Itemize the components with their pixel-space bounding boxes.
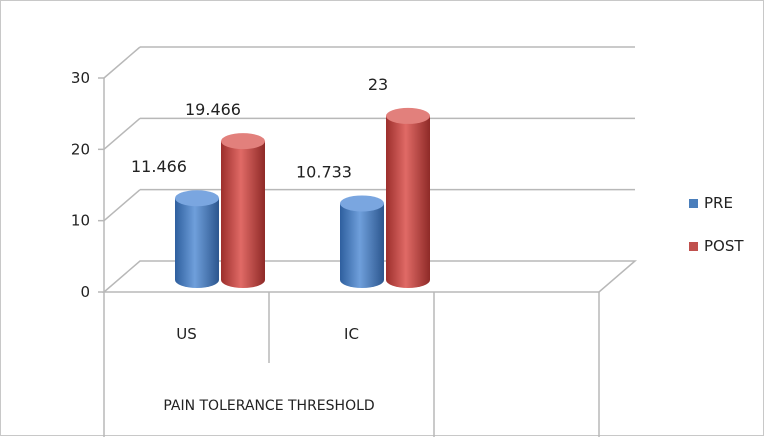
legend-label: POST: [704, 237, 744, 255]
bar: [175, 190, 219, 288]
legend-label: PRE: [704, 194, 733, 212]
category-table-layer: US IC PAIN TOLERANCE THRESHOLD: [103, 292, 600, 437]
x-category-label: US: [176, 325, 197, 343]
legend-swatch: [689, 242, 698, 251]
legend-swatch: [689, 199, 698, 208]
y-tick-label: 10: [71, 212, 90, 230]
bar-top: [175, 190, 219, 207]
data-label-layer: 11.466 19.466 10.733 23: [131, 75, 388, 182]
data-label: 10.733: [296, 162, 352, 181]
y-tick-label: 30: [71, 69, 90, 87]
bar-layer: [175, 107, 430, 288]
x-group-label: PAIN TOLERANCE THRESHOLD: [163, 398, 374, 414]
x-category-label: IC: [344, 325, 359, 343]
bar-body: [221, 141, 265, 288]
y-tick-label: 20: [71, 140, 90, 158]
bar: [386, 107, 430, 288]
data-label: 19.466: [185, 100, 241, 119]
axis-layer: 0 10 20 30: [71, 69, 105, 301]
bar-body: [340, 203, 384, 288]
data-label: 23: [368, 75, 388, 94]
gridline-diagonal: [103, 117, 141, 150]
bar-body: [386, 115, 430, 288]
y-tick-label: 0: [80, 283, 90, 301]
bar: [340, 195, 384, 288]
bar-top: [386, 107, 430, 124]
gridline-diagonal: [103, 46, 141, 79]
data-label: 11.466: [131, 157, 187, 176]
bar-top: [340, 195, 384, 212]
bar: [221, 133, 265, 288]
gridline-diagonal: [103, 189, 141, 222]
legend-layer: PRE POST: [689, 194, 744, 255]
bar-top: [221, 133, 265, 150]
bar-body: [175, 198, 219, 288]
